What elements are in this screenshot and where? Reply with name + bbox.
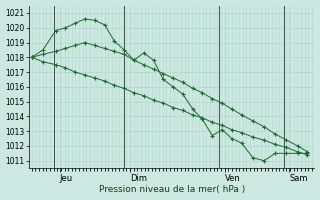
X-axis label: Pression niveau de la mer( hPa ): Pression niveau de la mer( hPa ) xyxy=(99,185,245,194)
